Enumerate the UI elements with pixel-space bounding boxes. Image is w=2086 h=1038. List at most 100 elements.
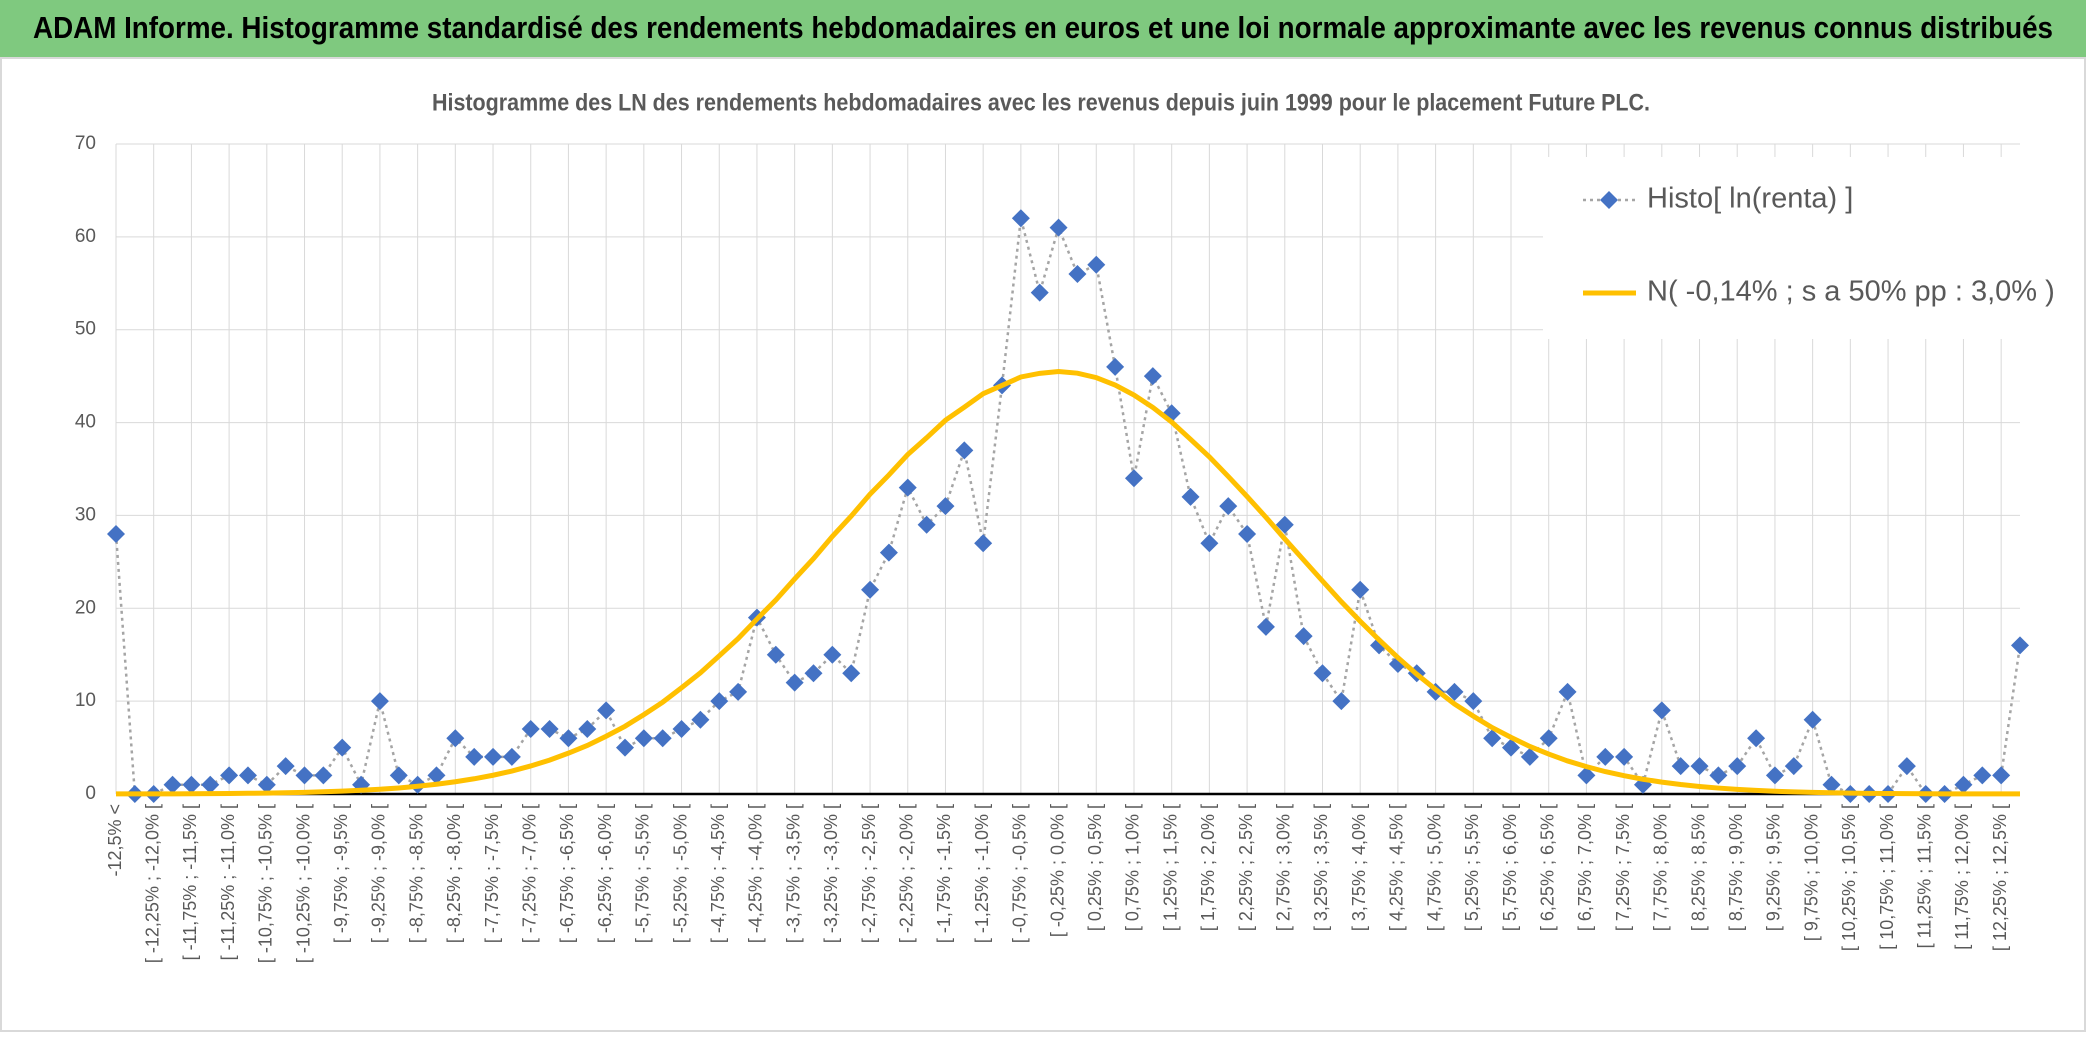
- data-point: [917, 515, 936, 534]
- data-point: [1332, 692, 1351, 711]
- x-tick-label: [ 0,25% ; 0,5% [: [1085, 804, 1105, 931]
- data-point: [936, 497, 955, 516]
- x-tick-label: [ 9,75% ; 10,0% [: [1801, 804, 1821, 941]
- data-point: [502, 747, 521, 766]
- data-point: [1181, 487, 1200, 506]
- data-point: [1709, 766, 1728, 785]
- x-tick-label: [ 1,75% ; 2,0% [: [1198, 804, 1218, 931]
- x-tick-label: [ 8,75% ; 9,0% [: [1726, 804, 1746, 931]
- data-point: [1256, 617, 1275, 636]
- series-line: [114, 217, 2022, 796]
- data-point: [1671, 757, 1690, 776]
- data-point: [898, 478, 917, 497]
- data-point: [295, 766, 314, 785]
- data-point: [1219, 497, 1238, 516]
- data-point: [1539, 729, 1558, 748]
- x-tick-label: [ 5,75% ; 6,0% [: [1500, 804, 1520, 931]
- y-tick-label: 20: [75, 597, 96, 618]
- x-tick-label: [ 3,25% ; 3,5% [: [1311, 804, 1331, 931]
- data-point: [370, 692, 389, 711]
- x-tick-label: [ -5,75% ; -5,5% [: [633, 804, 653, 943]
- x-tick-label: [ -0,25% ; 0,0% [: [1047, 804, 1067, 937]
- x-tick-label: [ 3,75% ; 4,0% [: [1349, 804, 1369, 931]
- data-point: [1200, 534, 1219, 553]
- data-point: [1143, 367, 1162, 386]
- x-tick-label: [ 6,25% ; 6,5% [: [1537, 804, 1557, 931]
- x-tick-label: [ -10,25% ; -10,0% [: [293, 804, 313, 963]
- y-tick-label: 50: [75, 319, 96, 340]
- x-tick-label: [ 6,75% ; 7,0% [: [1575, 804, 1595, 931]
- x-tick-label: [ 4,75% ; 5,0% [: [1424, 804, 1444, 931]
- data-point: [1049, 218, 1068, 237]
- data-point: [257, 775, 276, 794]
- x-tick-label: [ 7,75% ; 8,0% [: [1651, 804, 1671, 931]
- data-point: [1954, 775, 1973, 794]
- x-tick-label: [ 0,75% ; 1,0% [: [1123, 804, 1143, 931]
- data-point: [1238, 525, 1257, 543]
- x-tick-label: [ 2,75% ; 3,0% [: [1274, 804, 1294, 931]
- legend-label: Histo[ ln(renta) ]: [1647, 183, 1853, 215]
- data-point: [1803, 710, 1822, 729]
- legend-marker: [1600, 191, 1618, 209]
- data-point: [521, 720, 540, 738]
- data-point: [634, 729, 653, 748]
- data-point: [653, 729, 672, 748]
- data-point: [1973, 766, 1992, 785]
- legend-box: [1543, 157, 2020, 339]
- x-tick-label: [ -7,75% ; -7,5% [: [482, 804, 502, 943]
- series-line: [116, 368, 2020, 797]
- x-tick-label: [ -4,75% ; -4,5% [: [708, 804, 728, 943]
- data-point: [276, 757, 295, 776]
- data-point: [1464, 692, 1483, 711]
- data-point: [1558, 682, 1577, 701]
- chart-frame: [0, 57, 2086, 1032]
- data-point: [879, 543, 898, 562]
- data-point: [1784, 757, 1803, 776]
- x-tick-label: [ 11,25% ; 11,5% [: [1914, 804, 1934, 948]
- y-tick-label: 60: [75, 226, 96, 247]
- data-point: [1294, 627, 1313, 646]
- x-tick-label: [ 7,25% ; 7,5% [: [1613, 804, 1633, 931]
- data-point: [804, 664, 823, 683]
- x-tick-label: [ -9,25% ; -9,0% [: [369, 804, 389, 943]
- data-point: [107, 525, 125, 543]
- data-point: [578, 720, 597, 738]
- data-point: [484, 747, 503, 766]
- data-point: [1068, 265, 1087, 283]
- data-point: [1106, 357, 1125, 376]
- x-tick-label: [ -9,75% ; -9,5% [: [331, 804, 351, 943]
- data-point: [1577, 766, 1596, 785]
- x-tick-label: [ -11,75% ; -11,5% [: [180, 804, 200, 960]
- x-tick-label: [ -2,25% ; -2,0% [: [897, 804, 917, 943]
- x-tick-label: [ -6,25% ; -6,0% [: [595, 804, 615, 943]
- data-point: [955, 441, 974, 460]
- data-point: [182, 775, 201, 794]
- data-point: [220, 766, 239, 785]
- x-tick-label: [ -11,25% ; -11,0% [: [218, 804, 238, 960]
- data-point: [163, 775, 182, 794]
- x-tick-label: [ 10,25% ; 10,5% [: [1839, 804, 1859, 951]
- data-point: [1313, 664, 1332, 683]
- x-tick-label: [ -10,75% ; -10,5% [: [256, 804, 276, 963]
- data-point: [1275, 515, 1294, 534]
- data-point: [333, 738, 352, 757]
- x-tick-label: [ -4,25% ; -4,0% [: [746, 804, 766, 943]
- data-point: [540, 720, 559, 738]
- data-point: [710, 692, 729, 711]
- data-point: [1011, 209, 1030, 228]
- data-point: [427, 766, 446, 785]
- x-tick-label: [ -1,25% ; -1,0% [: [972, 804, 992, 943]
- data-point: [766, 645, 785, 664]
- data-point: [1520, 747, 1539, 766]
- y-tick-label: 0: [85, 783, 96, 804]
- data-point: [201, 775, 220, 794]
- x-tick-label: [ 2,25% ; 2,5% [: [1236, 804, 1256, 931]
- x-tick-label: [ -3,25% ; -3,0% [: [821, 804, 841, 943]
- data-point: [861, 580, 880, 599]
- x-tick-label: [ -2,75% ; -2,5% [: [859, 804, 879, 943]
- y-tick-label: 10: [75, 690, 96, 711]
- data-point: [1030, 283, 1049, 302]
- x-tick-label: [ -6,75% ; -6,5% [: [557, 804, 577, 943]
